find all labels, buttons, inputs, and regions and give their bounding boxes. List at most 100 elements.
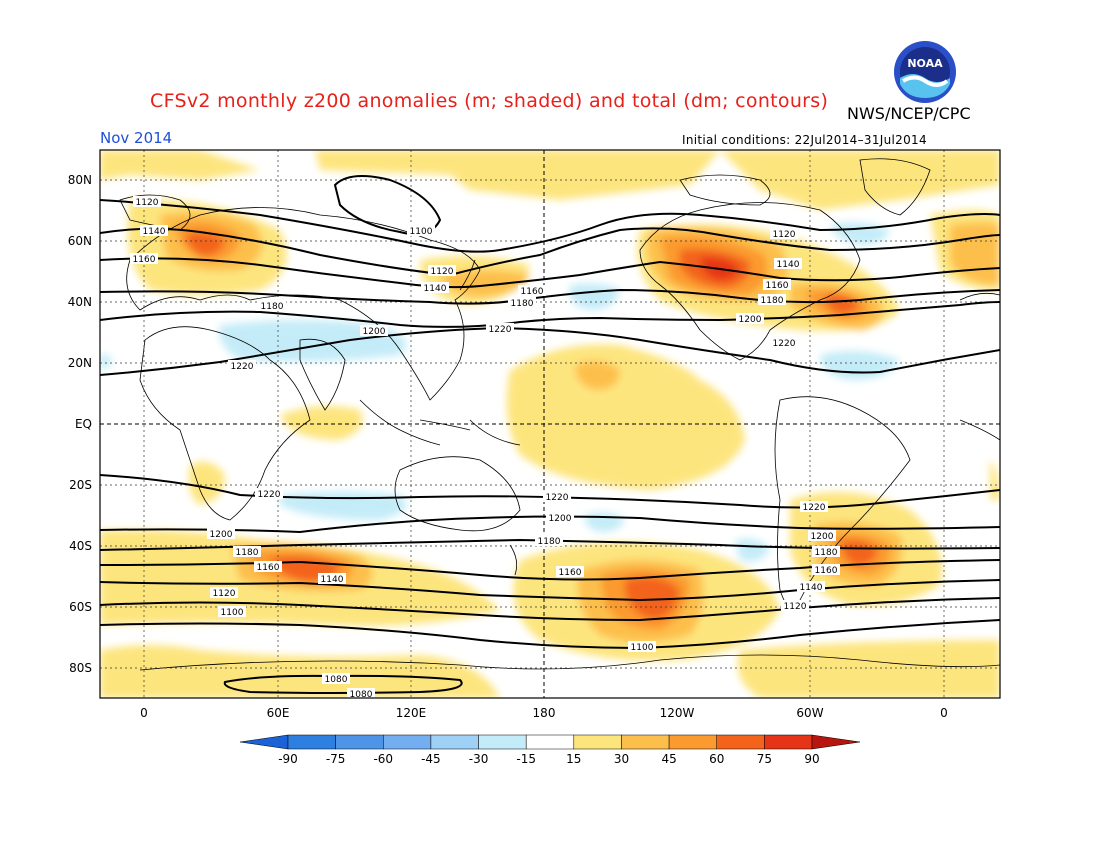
- contour-label: 1200: [360, 325, 388, 337]
- colorbar-label: -75: [326, 752, 346, 766]
- lon-label: 0: [140, 706, 148, 720]
- new-zealand-coastline: [509, 544, 518, 576]
- australia-coastline: [394, 456, 521, 532]
- colorbar-segment: [621, 734, 670, 750]
- lat-label: 60S: [69, 600, 92, 614]
- lat-label: 20S: [69, 478, 92, 492]
- svg-text:1140: 1140: [424, 284, 447, 294]
- colorbar-label: -30: [469, 752, 489, 766]
- greenland-coastline: [859, 158, 931, 216]
- lat-label: 60N: [68, 234, 92, 248]
- svg-text:1160: 1160: [815, 566, 838, 576]
- scandinavia-coastline: [119, 194, 191, 231]
- contour-label: 1160: [518, 285, 546, 297]
- colorbar-label: 15: [566, 752, 581, 766]
- contour-label: 1220: [255, 488, 283, 500]
- colorbar-segment: [239, 734, 289, 750]
- lon-label: 60E: [267, 706, 290, 720]
- lat-label: 40N: [68, 295, 92, 309]
- coastlines: [119, 158, 1000, 671]
- colorbar: -90 -75 -60 -45 -30 -15 15 30 45 60 75 90: [239, 734, 861, 766]
- contour-label: 1120: [210, 587, 238, 599]
- contour-label: 1180: [758, 294, 786, 306]
- svg-text:1100: 1100: [410, 227, 433, 237]
- longitude-labels: 0 60E 120E 180 120W 60W 0: [140, 706, 948, 720]
- contour-label: 1140: [797, 581, 825, 593]
- svg-text:1180: 1180: [538, 537, 561, 547]
- contour-label: 1180: [812, 546, 840, 558]
- chart-title: CFSv2 monthly z200 anomalies (m; shaded)…: [150, 90, 829, 112]
- colorbar-label: -90: [278, 752, 298, 766]
- colorbar-segment: [287, 734, 336, 750]
- contour-label: 1180: [233, 546, 261, 558]
- svg-text:1160: 1160: [559, 568, 582, 578]
- lat-label: 40S: [69, 539, 92, 553]
- antarctica-coastline: [139, 654, 1000, 671]
- svg-text:1220: 1220: [231, 362, 254, 372]
- contour-label: 1120: [770, 228, 798, 240]
- contour-label: 1200: [207, 528, 235, 540]
- colorbar-segment: [335, 734, 384, 750]
- south-america-coastline: [774, 396, 911, 609]
- svg-text:1120: 1120: [431, 267, 454, 277]
- svg-text:1160: 1160: [766, 281, 789, 291]
- eurasia-coastline: [126, 207, 481, 401]
- contour-label: 1120: [133, 196, 161, 208]
- colorbar-segment: [383, 734, 432, 750]
- colorbar-segment: [811, 734, 861, 750]
- svg-text:1100: 1100: [631, 643, 654, 653]
- contour-label: 1140: [774, 258, 802, 270]
- contour-label: 1120: [781, 600, 809, 612]
- contour-label: 1100: [218, 606, 246, 618]
- colorbar-segment: [478, 734, 527, 750]
- svg-text:1180: 1180: [236, 548, 259, 558]
- svg-text:1120: 1120: [136, 198, 159, 208]
- svg-text:1120: 1120: [784, 602, 807, 612]
- svg-text:1140: 1140: [777, 260, 800, 270]
- svg-text:1200: 1200: [549, 514, 572, 524]
- colorbar-segment: [430, 734, 479, 750]
- svg-text:1220: 1220: [546, 493, 569, 503]
- colorbar-label: -15: [516, 752, 536, 766]
- contour-label: 1220: [486, 323, 514, 335]
- contour-label: 1220: [543, 491, 571, 503]
- forecast-month: Nov 2014: [100, 129, 173, 147]
- colorbar-segment: [764, 734, 813, 750]
- svg-text:1180: 1180: [511, 299, 534, 309]
- lat-label: 20N: [68, 356, 92, 370]
- contour-label: 1100: [628, 641, 656, 653]
- contour-label: 1200: [736, 313, 764, 325]
- svg-text:1160: 1160: [257, 563, 280, 573]
- svg-text:1220: 1220: [489, 325, 512, 335]
- indonesia-coastline: [359, 399, 521, 446]
- svg-text:1200: 1200: [210, 530, 233, 540]
- lon-label: 0: [940, 706, 948, 720]
- colorbar-label: 60: [709, 752, 724, 766]
- contour-label: 1140: [318, 573, 346, 585]
- west-africa-europe-coastline: [959, 292, 1000, 441]
- contour-label: 1180: [258, 300, 286, 312]
- noaa-logo-text: NOAA: [907, 57, 943, 70]
- svg-text:1080: 1080: [350, 690, 373, 700]
- north-america-coastline: [639, 202, 861, 361]
- contour-label: 1200: [808, 530, 836, 542]
- colorbar-segment: [525, 734, 575, 750]
- colorbar-label: -60: [373, 752, 393, 766]
- svg-text:1200: 1200: [363, 327, 386, 337]
- contour-labels: 1120 1140 1160 1180 1200 1220 1100 1120 …: [130, 196, 840, 700]
- svg-text:1180: 1180: [261, 302, 284, 312]
- svg-text:1120: 1120: [773, 230, 796, 240]
- svg-text:1200: 1200: [739, 315, 762, 325]
- contour-label: 1220: [770, 337, 798, 349]
- svg-text:1160: 1160: [133, 255, 156, 265]
- colorbar-segment: [668, 734, 717, 750]
- latitude-labels: 80N 60N 40N 20N EQ 20S 40S 60S 80S: [68, 173, 92, 675]
- lon-label: 60W: [796, 706, 823, 720]
- svg-text:1140: 1140: [321, 575, 344, 585]
- svg-text:1100: 1100: [221, 608, 244, 618]
- svg-text:1220: 1220: [258, 490, 281, 500]
- colorbar-label: -45: [421, 752, 441, 766]
- colorbar-segment: [573, 734, 622, 750]
- organization-label: NWS/NCEP/CPC: [847, 104, 971, 123]
